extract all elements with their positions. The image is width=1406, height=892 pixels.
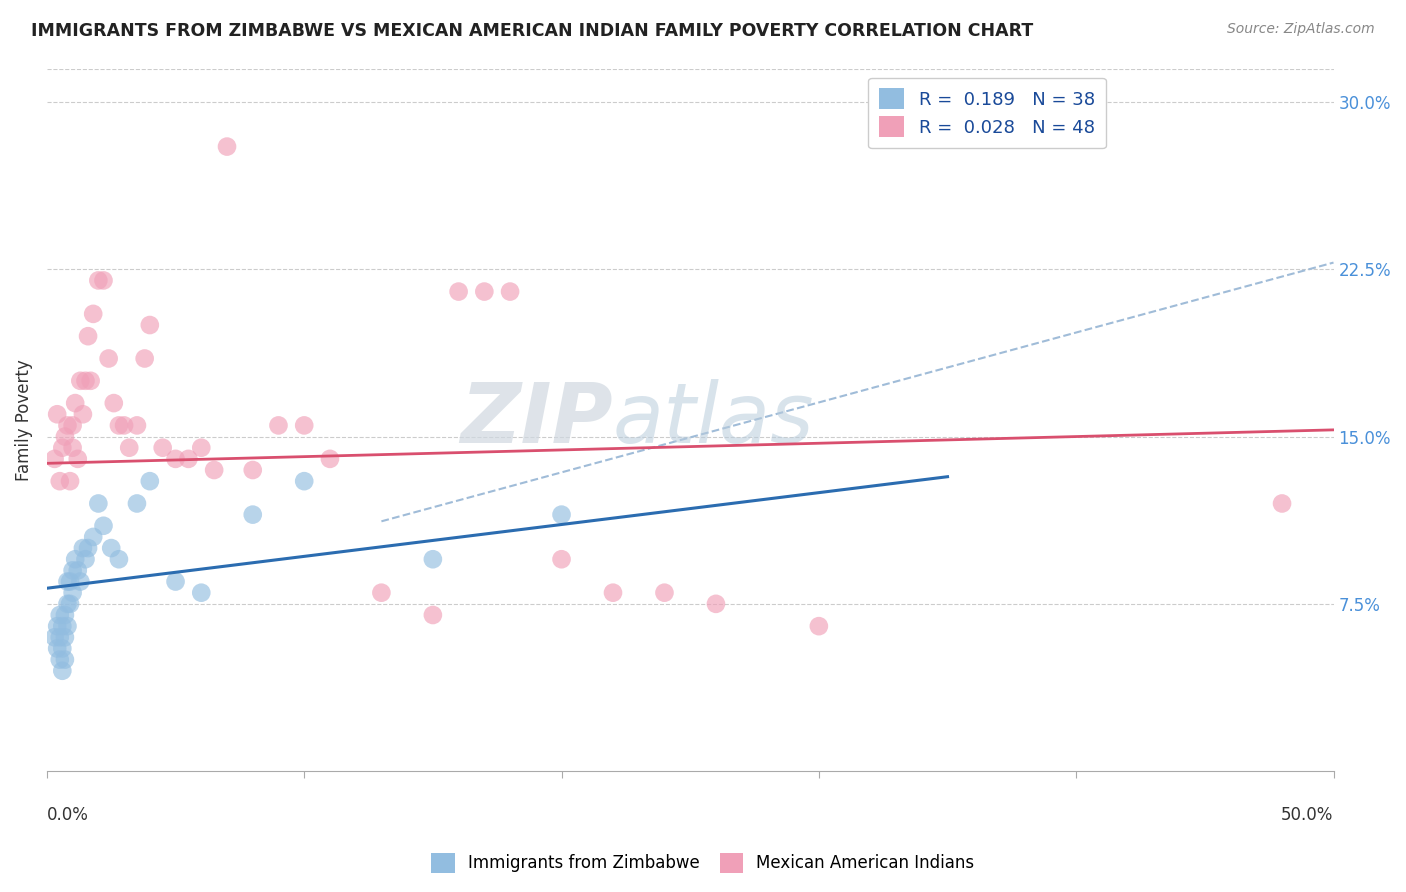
Point bbox=[177, 451, 200, 466]
Point bbox=[46, 619, 69, 633]
Point bbox=[49, 607, 72, 622]
Text: 50.0%: 50.0% bbox=[1281, 806, 1333, 824]
Point bbox=[93, 273, 115, 287]
Point bbox=[66, 563, 89, 577]
Point bbox=[242, 463, 264, 477]
Point bbox=[472, 285, 495, 299]
Point bbox=[82, 307, 104, 321]
Point bbox=[77, 541, 100, 555]
Text: IMMIGRANTS FROM ZIMBABWE VS MEXICAN AMERICAN INDIAN FAMILY POVERTY CORRELATION C: IMMIGRANTS FROM ZIMBABWE VS MEXICAN AMER… bbox=[31, 22, 1033, 40]
Point bbox=[51, 619, 73, 633]
Point bbox=[63, 396, 86, 410]
Text: 0.0%: 0.0% bbox=[46, 806, 89, 824]
Point bbox=[53, 607, 76, 622]
Point bbox=[292, 474, 315, 488]
Point bbox=[319, 451, 342, 466]
Point bbox=[97, 351, 120, 366]
Point bbox=[46, 407, 69, 421]
Point bbox=[139, 474, 162, 488]
Point bbox=[602, 585, 624, 599]
Point bbox=[56, 619, 79, 633]
Point bbox=[62, 441, 84, 455]
Point bbox=[69, 374, 91, 388]
Point bbox=[66, 451, 89, 466]
Point bbox=[51, 641, 73, 656]
Point bbox=[103, 396, 125, 410]
Point bbox=[51, 441, 73, 455]
Point bbox=[77, 329, 100, 343]
Point bbox=[82, 530, 104, 544]
Point bbox=[704, 597, 727, 611]
Point bbox=[49, 474, 72, 488]
Point bbox=[242, 508, 264, 522]
Point bbox=[292, 418, 315, 433]
Point bbox=[550, 552, 572, 566]
Point bbox=[202, 463, 225, 477]
Point bbox=[499, 285, 522, 299]
Point bbox=[44, 451, 66, 466]
Point bbox=[190, 441, 212, 455]
Point bbox=[51, 664, 73, 678]
Point bbox=[59, 597, 82, 611]
Point bbox=[62, 418, 84, 433]
Point bbox=[72, 541, 94, 555]
Point bbox=[46, 641, 69, 656]
Point bbox=[125, 496, 148, 510]
Point bbox=[56, 574, 79, 589]
Point bbox=[1271, 496, 1294, 510]
Point bbox=[108, 552, 131, 566]
Point bbox=[190, 585, 212, 599]
Text: atlas: atlas bbox=[613, 379, 814, 460]
Point bbox=[75, 552, 97, 566]
Point bbox=[87, 496, 110, 510]
Text: ZIP: ZIP bbox=[460, 379, 613, 460]
Point bbox=[139, 318, 162, 332]
Point bbox=[112, 418, 135, 433]
Point bbox=[447, 285, 470, 299]
Legend: Immigrants from Zimbabwe, Mexican American Indians: Immigrants from Zimbabwe, Mexican Americ… bbox=[425, 847, 981, 880]
Point bbox=[93, 518, 115, 533]
Point bbox=[370, 585, 392, 599]
Point bbox=[63, 552, 86, 566]
Point bbox=[49, 652, 72, 666]
Text: Source: ZipAtlas.com: Source: ZipAtlas.com bbox=[1227, 22, 1375, 37]
Point bbox=[422, 607, 444, 622]
Point bbox=[87, 273, 110, 287]
Point bbox=[422, 552, 444, 566]
Point bbox=[49, 630, 72, 644]
Point bbox=[654, 585, 676, 599]
Legend: R =  0.189   N = 38, R =  0.028   N = 48: R = 0.189 N = 38, R = 0.028 N = 48 bbox=[869, 78, 1105, 148]
Point bbox=[134, 351, 156, 366]
Point bbox=[56, 597, 79, 611]
Point bbox=[44, 630, 66, 644]
Point bbox=[53, 630, 76, 644]
Point bbox=[62, 563, 84, 577]
Point bbox=[165, 574, 187, 589]
Point bbox=[56, 418, 79, 433]
Point bbox=[550, 508, 572, 522]
Point bbox=[807, 619, 830, 633]
Point bbox=[152, 441, 174, 455]
Point bbox=[79, 374, 101, 388]
Point bbox=[59, 574, 82, 589]
Point bbox=[62, 585, 84, 599]
Point bbox=[69, 574, 91, 589]
Point bbox=[75, 374, 97, 388]
Point bbox=[215, 139, 238, 153]
Point bbox=[165, 451, 187, 466]
Point bbox=[100, 541, 122, 555]
Point bbox=[108, 418, 131, 433]
Point bbox=[118, 441, 141, 455]
Point bbox=[59, 474, 82, 488]
Y-axis label: Family Poverty: Family Poverty bbox=[15, 359, 32, 481]
Point bbox=[125, 418, 148, 433]
Point bbox=[53, 652, 76, 666]
Point bbox=[53, 429, 76, 443]
Point bbox=[72, 407, 94, 421]
Point bbox=[267, 418, 290, 433]
